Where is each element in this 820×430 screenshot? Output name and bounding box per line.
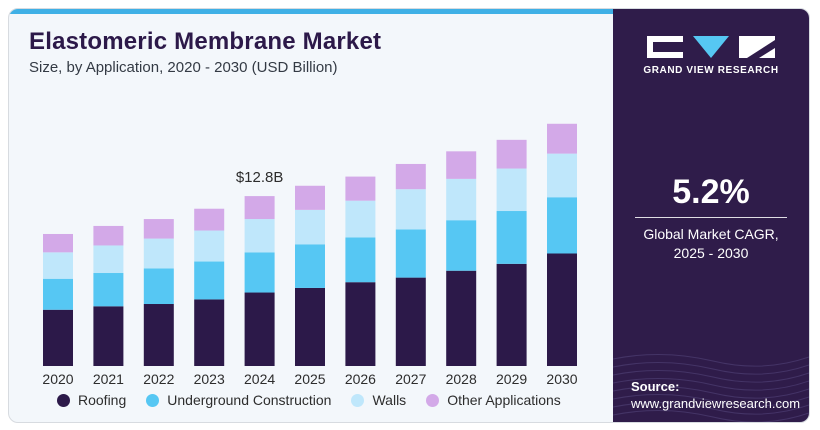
legend-item-roofing: Roofing [57,392,126,408]
accent-bar [9,9,613,14]
bar-2020-roofing [43,309,73,366]
data-label-2024: $12.8B [236,169,284,186]
bar-2029-underground-construction [496,211,527,264]
bar-2024-underground-construction [244,252,275,293]
chart-panel: Elastomeric Membrane Market Size, by App… [9,9,613,422]
decorative-wave-pattern [613,353,809,422]
bar-2025-roofing [295,287,325,366]
bar-2027-roofing [395,277,426,366]
bar-2023-roofing [194,299,225,366]
legend-label-other-applications: Other Applications [447,392,561,408]
legend-item-walls: Walls [351,392,406,408]
bar-2022-other-applications [143,219,174,239]
grand-view-research-logo [647,36,775,58]
bar-2021-underground-construction [93,273,124,307]
bar-2027-other-applications [395,163,426,190]
x-tick-label-2029: 2029 [496,371,527,387]
bar-2030-underground-construction [547,197,577,254]
stacked-bar-chart: 2020 2021 2022 2023 $12.8B 2024 2025 2026 2027 20… [42,123,578,387]
bar-2028-underground-construction [446,220,477,271]
legend-label-roofing: Roofing [78,392,127,408]
x-tick-label-2023: 2023 [194,371,225,387]
bar-2022-underground-construction [143,268,174,305]
bar-2026-walls [345,200,376,238]
bar-2029-other-applications [496,139,527,169]
bar-2021-roofing [93,306,124,366]
bar-2024-roofing [244,292,275,366]
legend-item-underground-construction: Underground Construction [146,392,331,408]
bar-2025-other-applications [295,185,325,210]
legend-item-other-applications: Other Applications [426,392,561,408]
source-url: www.grandviewresearch.com [631,396,801,411]
page-title: Elastomeric Membrane Market [29,28,382,55]
bar-2026-other-applications [345,176,376,201]
info-panel: GRAND VIEW RESEARCH 5.2% Global Market C… [613,9,809,422]
bar-2029-walls [496,168,527,212]
legend-swatch-roofing [57,393,70,407]
bar-2028-walls [446,178,477,221]
bar-2022-walls [143,238,174,269]
bar-2025-underground-construction [295,244,325,288]
brand-name: GRAND VIEW RESEARCH [643,65,779,76]
bar-2020-other-applications [43,233,73,253]
legend-swatch-walls [351,393,365,407]
source-label: Source: [631,379,680,394]
bar-2028-roofing [446,270,477,366]
legend-label-underground-construction: Underground Construction [167,392,332,408]
bar-2030-walls [547,153,577,198]
bar-2030-roofing [547,253,577,366]
cagr-divider [635,217,787,218]
x-tick-label-2026: 2026 [345,371,376,387]
x-tick-label-2028: 2028 [446,371,477,387]
cagr-label-line1: Global Market CAGR, [643,226,779,242]
bar-2021-other-applications [93,225,124,246]
bar-2024-other-applications [244,196,275,220]
bar-2024-walls [244,219,275,253]
bar-2020-walls [43,252,73,279]
bar-2029-roofing [496,263,527,366]
cagr-label-line2: 2025 - 2030 [673,245,749,261]
infographic-card: Elastomeric Membrane Market Size, by App… [8,8,810,423]
legend-label-walls: Walls [372,392,407,408]
bar-2023-underground-construction [194,261,225,300]
bar-2025-walls [295,209,325,245]
cagr-value: 5.2% [672,173,750,211]
x-tick-label-2020: 2020 [42,371,73,387]
bar-2027-underground-construction [395,229,426,278]
bar-2021-walls [93,245,124,274]
page-subtitle: Size, by Application, 2020 - 2030 (USD B… [29,59,338,76]
bar-2026-underground-construction [345,237,376,283]
bar-2023-walls [194,230,225,262]
bar-2030-other-applications [547,123,577,154]
bar-2027-walls [395,189,426,230]
x-tick-label-2021: 2021 [93,371,124,387]
x-tick-label-2027: 2027 [395,371,426,387]
bar-2026-roofing [345,282,376,366]
x-tick-label-2022: 2022 [143,371,174,387]
bar-2022-roofing [143,304,174,366]
bar-2028-other-applications [446,151,477,179]
bar-2023-other-applications [194,208,225,231]
x-tick-label-2025: 2025 [294,371,325,387]
chart-legend: Roofing Underground Construction Walls O… [57,392,581,408]
bar-2020-underground-construction [43,278,73,310]
x-tick-label-2030: 2030 [546,371,577,387]
legend-swatch-underground-construction [146,393,160,407]
x-tick-label-2024: 2024 [244,371,275,387]
cagr-label: Global Market CAGR, 2025 - 2030 [613,225,809,263]
legend-swatch-other-applications [426,393,440,407]
